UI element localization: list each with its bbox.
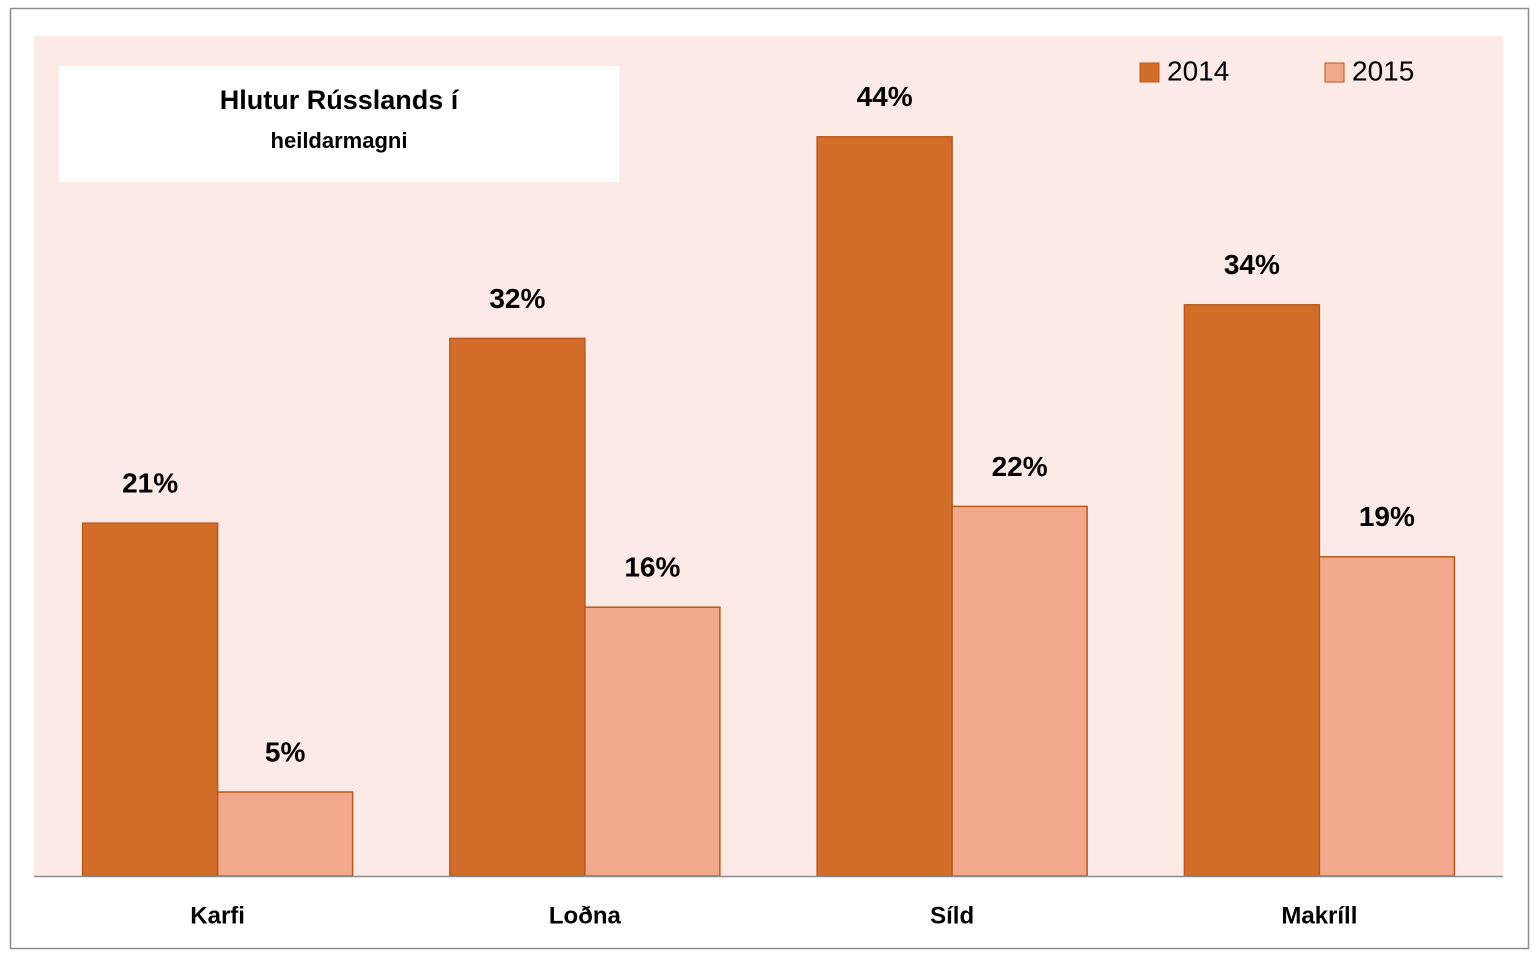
- chart-subtitle: heildarmagni: [271, 128, 408, 153]
- x-tick-label: Karfi: [190, 902, 245, 929]
- bar: [216, 791, 354, 877]
- x-tick-label: Loðna: [549, 902, 622, 929]
- legend-swatch: [1324, 62, 1345, 83]
- bar: [816, 136, 953, 877]
- bar: [1318, 556, 1456, 877]
- data-label: 22%: [992, 451, 1048, 482]
- data-label: 32%: [489, 283, 545, 314]
- legend-label: 2014: [1167, 55, 1229, 86]
- bar: [81, 522, 219, 877]
- x-tick-label: Síld: [930, 902, 974, 929]
- bar: [951, 505, 1088, 877]
- data-label: 34%: [1224, 249, 1280, 280]
- bar: [449, 337, 586, 877]
- title-box: [59, 66, 619, 182]
- legend-swatch: [1139, 62, 1160, 83]
- data-label: 44%: [857, 81, 913, 112]
- chart-title: Hlutur Rússlands í: [220, 85, 460, 115]
- bar: [584, 606, 721, 877]
- x-tick-label: Makríll: [1281, 902, 1357, 929]
- legend-label: 2015: [1352, 55, 1414, 86]
- data-label: 16%: [624, 552, 680, 583]
- bar: [1183, 304, 1321, 877]
- bars: [81, 136, 1456, 877]
- data-label: 19%: [1359, 501, 1415, 532]
- data-label: 5%: [265, 736, 306, 767]
- data-label: 21%: [122, 468, 178, 499]
